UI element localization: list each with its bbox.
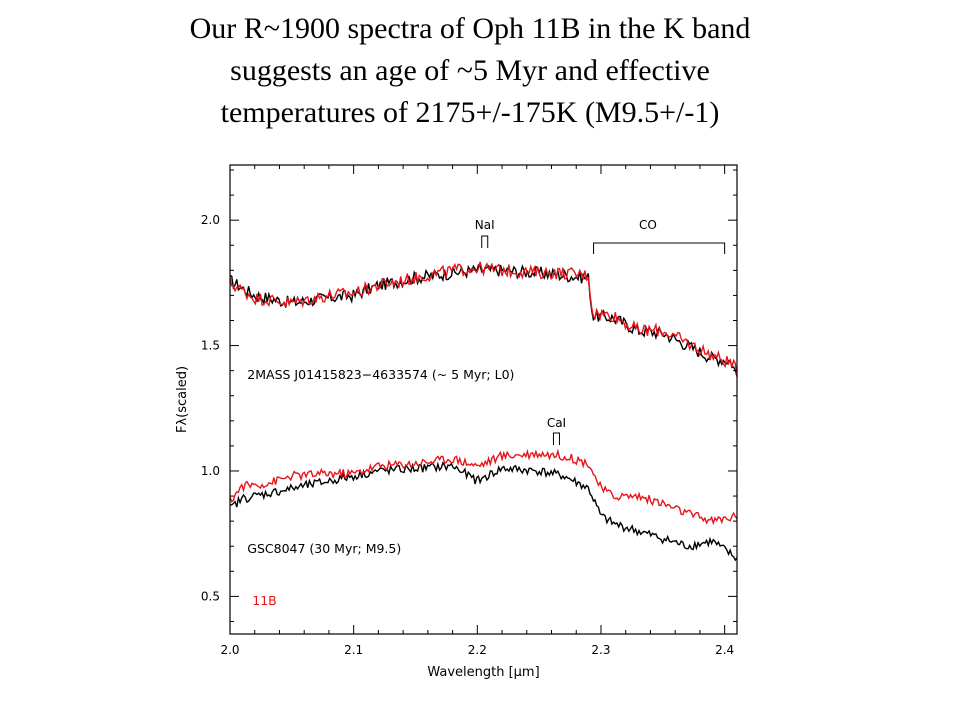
x-tick-label: 2.0	[220, 643, 239, 657]
spectrum-line-2	[229, 261, 738, 377]
x-tick-label: 2.4	[715, 643, 734, 657]
title-line-1: Our R~1900 spectra of Oph 11B in the K b…	[189, 12, 751, 45]
spectrum-line-3	[229, 461, 738, 562]
target-label: 11B	[252, 593, 276, 608]
series-layer	[229, 261, 738, 562]
x-tick-label: 2.2	[468, 643, 487, 657]
ticks-layer: 2.0 2.1 2.2 2.3 2.4 0.5 1.0 1.5 2.0	[201, 165, 737, 657]
x-tick-label: 2.3	[591, 643, 610, 657]
plot-frame	[229, 164, 738, 635]
y-tick-label: 1.0	[201, 464, 220, 478]
nai-label: NaI	[475, 218, 495, 232]
co-label: CO	[639, 218, 657, 232]
spectrum-line-4	[229, 448, 738, 526]
title-line-3: temperatures of 2175+/-175K (M9.5+/-1)	[220, 96, 720, 129]
y-tick-label: 0.5	[201, 589, 220, 603]
co-marker	[593, 242, 726, 254]
spectrum-line-1	[229, 262, 738, 377]
title-line-2: suggests an age of ~5 Myr and effective	[230, 54, 710, 87]
cai-label: CaI	[547, 416, 566, 430]
nai-marker	[481, 235, 489, 248]
y-axis-label: Fλ(scaled)	[175, 366, 190, 433]
x-tick-label: 2.1	[344, 643, 363, 657]
cai-marker	[552, 432, 560, 445]
y-tick-label: 2.0	[201, 213, 220, 227]
y-tick-label: 1.5	[201, 339, 220, 353]
upper-spectrum-label: 2MASS J01415823−4633574 (~ 5 Myr; L0)	[247, 367, 514, 382]
annotation-layer: NaI CaI CO 2MASS J01415823−4633574 (~ 5 …	[247, 218, 726, 608]
lower-spectrum-label: GSC8047 (30 Myr; M9.5)	[247, 541, 401, 556]
slide-title: Our R~1900 spectra of Oph 11B in the K b…	[0, 8, 940, 134]
x-axis-label: Wavelength [μm]	[427, 665, 539, 680]
